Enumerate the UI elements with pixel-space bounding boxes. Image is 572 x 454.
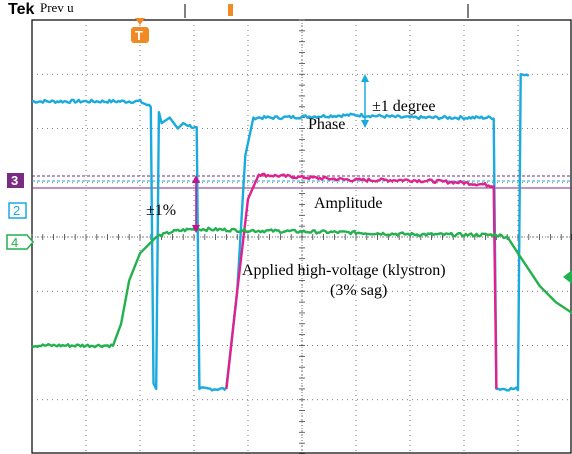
acquisition-mode: Prev u (40, 0, 74, 15)
waveform-traces (31, 73, 572, 392)
phase-scale-label: ±1 degree (372, 98, 435, 115)
trigger-marker[interactable]: T (131, 18, 149, 43)
phase-scale-arrow (361, 74, 369, 128)
brand-logo: Tek (8, 1, 34, 18)
trigger-marker-label: T (135, 28, 143, 43)
ch3-marker[interactable]: 3 (7, 173, 24, 188)
voltage-label: Applied high-voltage (klystron) (242, 262, 446, 279)
amplitude-scale-label: ±1% (146, 202, 176, 219)
top-markers (184, 4, 469, 18)
trace-2 (31, 226, 572, 349)
phase-label: Phase (308, 116, 345, 133)
voltage-note-label: (3% sag) (330, 282, 387, 299)
graticule (31, 19, 572, 454)
ch4-marker[interactable]: 4 (6, 234, 34, 250)
ch2-marker-label: 2 (13, 203, 20, 218)
trace-1 (225, 172, 498, 390)
ch4-right-pointer (563, 270, 572, 284)
trace-0 (31, 73, 530, 392)
amplitude-label: Amplitude (314, 195, 382, 212)
ch4-marker-label: 4 (11, 235, 18, 250)
ch3-marker-label: 3 (11, 173, 18, 188)
ch2-marker[interactable]: 2 (8, 202, 27, 219)
amplitude-scale-arrow (192, 175, 200, 233)
